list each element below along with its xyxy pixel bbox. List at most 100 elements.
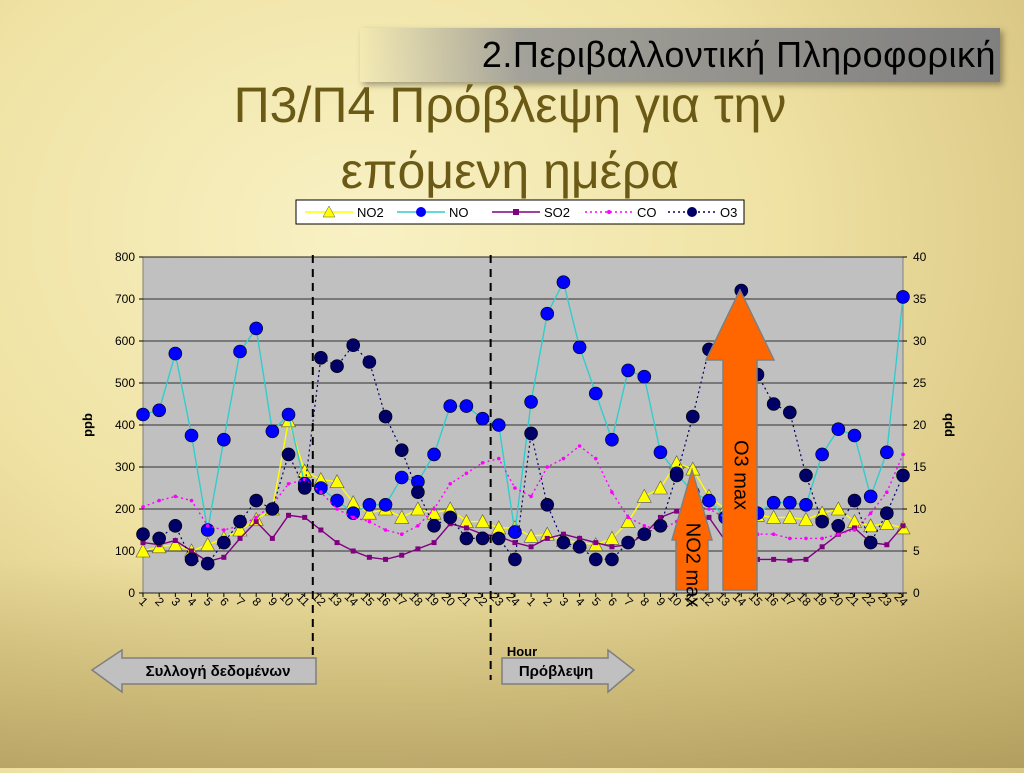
slide-header: 2.Περιβαλλοντική Πληροφορική <box>481 34 996 75</box>
point-co <box>885 490 889 495</box>
no2-max-arrow <box>671 467 713 591</box>
point-so2 <box>334 540 340 546</box>
point-o3 <box>540 497 555 512</box>
point-o3 <box>233 514 247 529</box>
point-co <box>141 505 145 509</box>
point-so2 <box>803 556 809 562</box>
point-co <box>157 498 161 503</box>
point-no2 <box>652 480 668 495</box>
point-so2 <box>463 525 469 531</box>
legend-marker <box>513 209 519 215</box>
point-o3 <box>783 405 797 420</box>
point-no2 <box>798 511 814 526</box>
point-no <box>588 386 603 401</box>
point-o3 <box>459 531 474 546</box>
point-so2 <box>593 540 599 546</box>
left-arrow-data-collection <box>90 648 317 694</box>
point-o3 <box>249 493 263 508</box>
point-so2 <box>253 519 259 525</box>
point-no <box>880 445 894 460</box>
point-o3 <box>200 556 215 571</box>
point-so2 <box>609 544 615 550</box>
point-no <box>217 432 231 447</box>
point-co <box>561 456 566 461</box>
point-no <box>249 321 263 336</box>
point-co <box>189 498 194 503</box>
point-o3 <box>475 531 490 546</box>
point-o3 <box>766 397 781 411</box>
legend-marker <box>687 207 697 217</box>
point-o3 <box>362 355 377 369</box>
x-tick-label: 3 <box>168 594 183 609</box>
point-o3 <box>297 481 312 495</box>
point-no <box>459 399 474 413</box>
point-co <box>707 507 711 511</box>
point-no2 <box>766 509 782 524</box>
point-co <box>173 494 178 499</box>
point-o3 <box>556 535 571 550</box>
x-tick-label: 7 <box>233 594 248 609</box>
point-so2 <box>787 557 793 563</box>
point-so2 <box>706 514 712 520</box>
point-so2 <box>674 508 680 514</box>
x-tick-label: 6 <box>605 594 620 609</box>
legend-marker <box>416 207 426 217</box>
header-banner <box>360 28 1000 82</box>
point-o3 <box>443 510 458 525</box>
point-co <box>496 456 501 461</box>
point-no <box>362 497 377 512</box>
point-so2 <box>512 540 518 546</box>
point-o3 <box>152 531 166 546</box>
point-o3 <box>378 409 393 424</box>
point-co <box>416 524 420 528</box>
x-axis-label: Hour <box>507 644 537 659</box>
point-so2 <box>544 535 550 541</box>
x-tick-label: 9 <box>654 594 669 609</box>
point-no <box>152 403 166 418</box>
point-no <box>136 407 150 422</box>
x-tick-label: 3 <box>557 594 572 609</box>
point-co <box>432 507 436 511</box>
point-co <box>464 471 469 476</box>
point-o3 <box>653 518 668 533</box>
point-so2 <box>286 512 292 518</box>
point-no2 <box>523 528 539 543</box>
point-no2 <box>475 513 491 528</box>
o3-max-arrow <box>704 288 776 591</box>
point-so2 <box>237 535 243 541</box>
legend-label-so2: SO2 <box>544 205 570 220</box>
title-line-1: Π3/Π4 Πρόβλεψη για την <box>233 77 787 133</box>
point-o3 <box>314 350 328 365</box>
point-no <box>475 411 490 426</box>
x-tick-label: 7 <box>621 594 636 609</box>
point-o3 <box>524 426 538 441</box>
point-no2 <box>879 516 895 531</box>
point-o3 <box>184 552 199 567</box>
y2-tick-label: 5 <box>913 544 920 558</box>
point-co <box>868 511 873 515</box>
x-tick-label: 2 <box>152 594 167 609</box>
point-o3 <box>136 527 150 542</box>
y-tick-label: 800 <box>115 250 135 264</box>
point-co <box>319 490 323 495</box>
point-o3 <box>896 468 910 483</box>
y-tick-label: 200 <box>115 502 135 516</box>
point-o3 <box>330 359 344 374</box>
point-co <box>788 536 792 541</box>
point-so2 <box>350 548 356 554</box>
point-co <box>771 532 776 536</box>
point-o3 <box>621 535 635 550</box>
point-no <box>621 363 635 378</box>
x-tick-label: 8 <box>637 594 652 609</box>
point-no <box>766 495 781 510</box>
point-o3 <box>863 535 878 550</box>
point-no <box>896 290 910 304</box>
point-co <box>593 456 598 461</box>
point-o3 <box>815 514 829 529</box>
title-line-2: επόμενη ημέρα <box>340 143 680 199</box>
point-o3 <box>572 539 587 554</box>
point-no <box>605 432 619 447</box>
point-co <box>335 507 339 511</box>
point-no <box>265 424 280 439</box>
